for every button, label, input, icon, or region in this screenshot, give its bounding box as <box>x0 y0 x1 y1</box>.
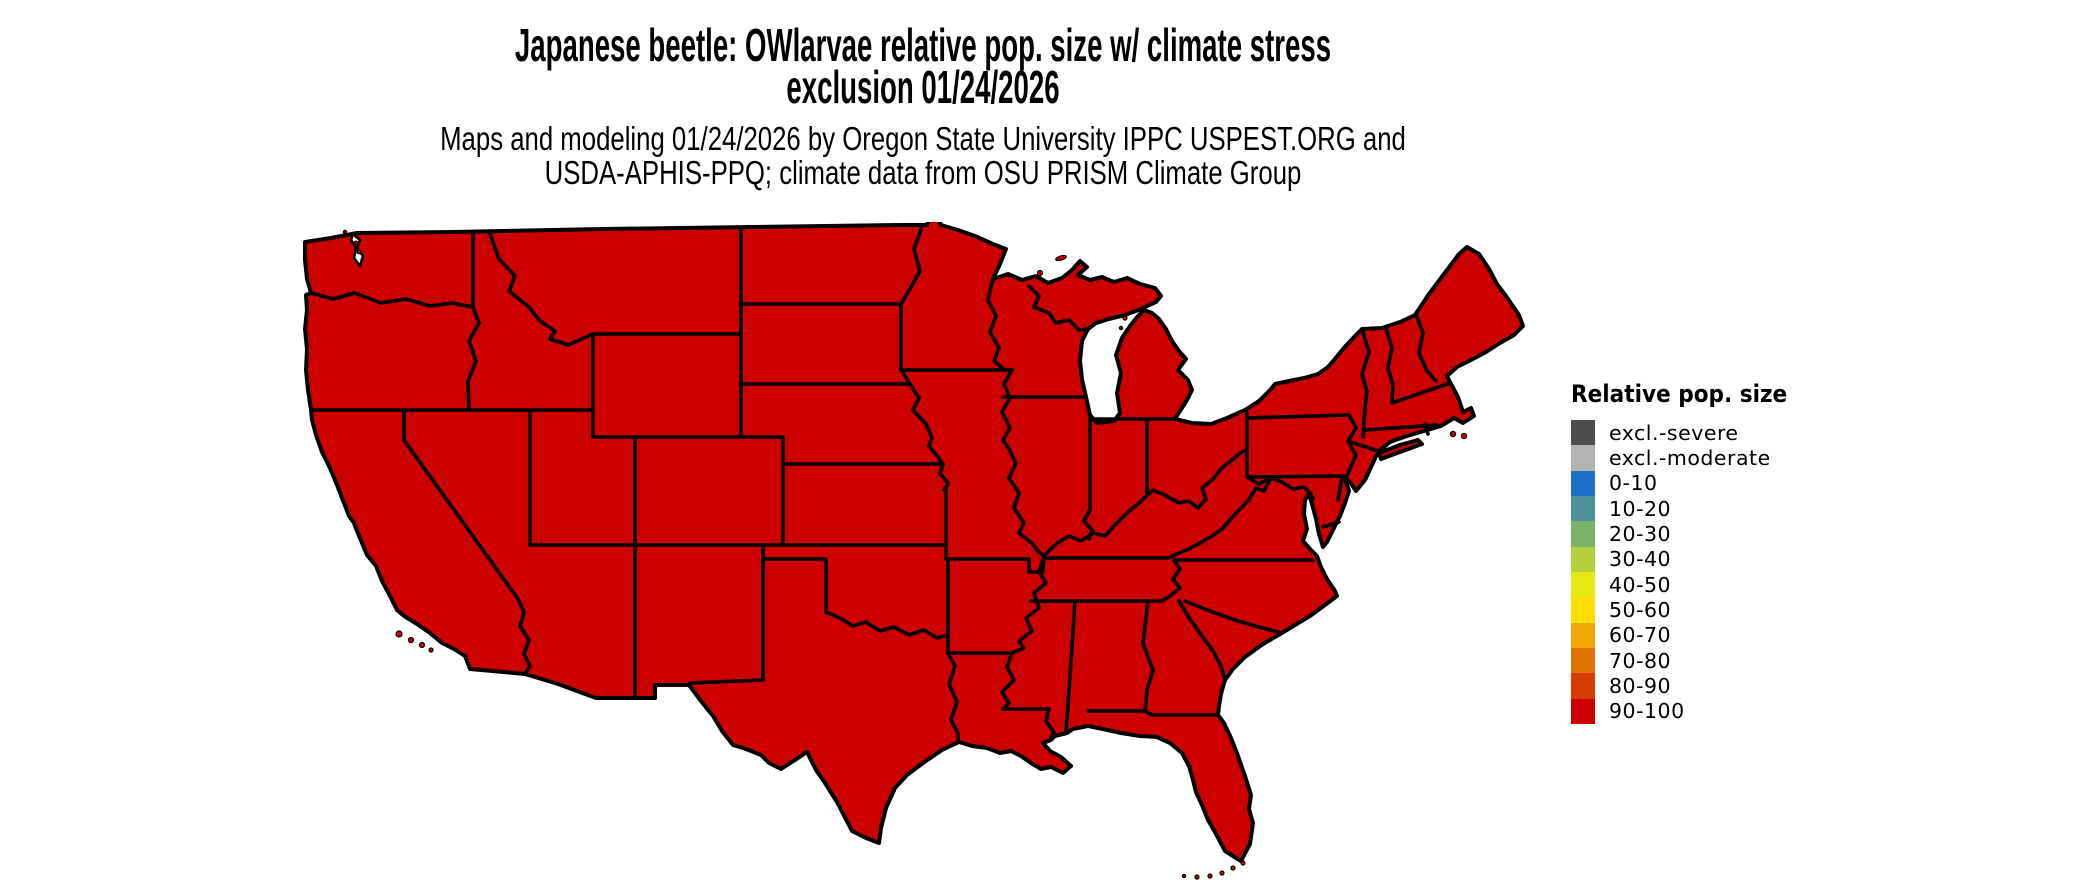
legend-label: excl.-moderate <box>1609 445 1771 470</box>
state-borders-east <box>1029 411 1380 733</box>
legend-label: 10-20 <box>1609 496 1672 521</box>
channel-island-2 <box>407 636 415 644</box>
florida-key-4 <box>1207 873 1213 879</box>
strait-islet <box>342 229 348 235</box>
apostle-islands <box>1036 269 1044 277</box>
us-choropleth-map <box>303 218 1525 882</box>
whidbey-island <box>356 249 362 255</box>
legend-swatch <box>1571 673 1595 699</box>
legend-swatch <box>1571 647 1595 674</box>
legend-swatch <box>1571 622 1595 648</box>
legend-swatch <box>1571 698 1595 724</box>
legend-row: 90-100 <box>1571 698 1811 724</box>
legend-label: 30-40 <box>1609 547 1672 572</box>
legend-label: 20-30 <box>1609 521 1672 546</box>
legend-row: 40-50 <box>1571 571 1811 598</box>
beaver-island <box>1122 315 1128 321</box>
legend-row: 20-30 <box>1571 521 1811 547</box>
state-borders-west <box>309 225 1046 744</box>
map-legend: Relative pop. size excl.-severe excl.-mod… <box>1571 380 1811 724</box>
legend-label: 40-50 <box>1609 572 1672 597</box>
legend-row: 30-40 <box>1571 546 1811 572</box>
san-juan-island <box>353 240 359 246</box>
title-line-1: Japanese beetle: OWlarvae relative pop. … <box>514 19 1332 71</box>
nantucket-island <box>1460 432 1468 440</box>
legend-swatch <box>1571 521 1595 547</box>
channel-island-3 <box>418 641 426 649</box>
legend-row: 70-80 <box>1571 647 1811 674</box>
lake-michigan-islet <box>1118 325 1124 331</box>
legend-row: excl.-severe <box>1571 420 1811 446</box>
legend-label: 80-90 <box>1609 673 1672 698</box>
long-island <box>1377 438 1424 461</box>
legend-items: excl.-severe excl.-moderate 0-10 10-20 20-30… <box>1571 420 1811 724</box>
legend-row: excl.-moderate <box>1571 445 1811 471</box>
channel-island-1 <box>395 630 403 638</box>
legend-row: 60-70 <box>1571 622 1811 648</box>
florida-key-3 <box>1219 870 1225 876</box>
legend-row: 50-60 <box>1571 597 1811 623</box>
legend-title: Relative pop. size <box>1571 380 1788 408</box>
state-borders-northeast <box>1360 312 1452 439</box>
legend-row: 10-20 <box>1571 495 1811 522</box>
legend-row: 0-10 <box>1571 470 1811 496</box>
legend-swatch <box>1571 445 1595 471</box>
marthas-vineyard-island <box>1449 430 1457 438</box>
legend-label: 70-80 <box>1609 648 1672 673</box>
florida-key-2 <box>1230 865 1236 871</box>
us-landmass <box>303 218 1525 863</box>
legend-swatch <box>1571 546 1595 572</box>
legend-swatch <box>1571 420 1595 446</box>
legend-swatch <box>1571 470 1595 496</box>
page-title: Japanese beetle: OWlarvae relative pop. … <box>0 19 1846 113</box>
title-line-2: exclusion 01/24/2026 <box>786 61 1060 113</box>
legend-row: 80-90 <box>1571 673 1811 699</box>
subtitle-line-1: Maps and modeling 01/24/2026 by Oregon S… <box>440 120 1406 157</box>
attribution-subtitle: Maps and modeling 01/24/2026 by Oregon S… <box>0 122 1846 190</box>
florida-key-5 <box>1194 874 1200 880</box>
subtitle-line-2: USDA-APHIS-PPQ; climate data from OSU PR… <box>544 154 1302 191</box>
legend-label: 60-70 <box>1609 623 1672 648</box>
legend-label: 0-10 <box>1609 471 1658 496</box>
channel-island-4 <box>428 647 434 653</box>
legend-swatch <box>1571 495 1595 522</box>
legend-swatch <box>1571 597 1595 623</box>
isle-royale <box>1055 254 1067 262</box>
florida-key-6 <box>1181 873 1187 879</box>
us-map-svg <box>303 218 1525 880</box>
legend-label: 50-60 <box>1609 597 1672 622</box>
florida-key-1 <box>1240 860 1246 866</box>
legend-label: excl.-severe <box>1609 420 1739 445</box>
legend-label: 90-100 <box>1609 699 1685 724</box>
state-borders-midwest <box>986 277 1200 742</box>
legend-swatch <box>1571 571 1595 598</box>
